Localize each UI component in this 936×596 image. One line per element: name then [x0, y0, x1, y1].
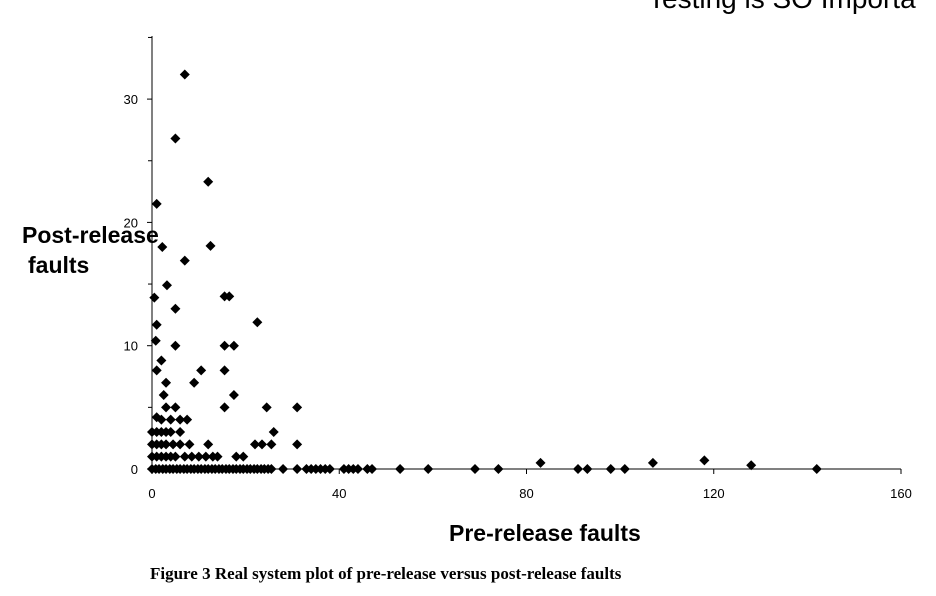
data-point [165, 427, 176, 438]
x-tick-label: 120 [703, 486, 725, 501]
figure-caption: Figure 3 Real system plot of pre-release… [150, 564, 622, 583]
y-axis-title-line-1: Post-release [22, 222, 159, 248]
data-point [151, 319, 162, 330]
cropped-header-text: Testing is SO Importa [648, 0, 916, 15]
data-point [151, 365, 162, 376]
data-point [699, 455, 710, 466]
data-point [168, 439, 179, 450]
data-point [266, 464, 277, 474]
data-point [170, 340, 181, 351]
data-point [161, 402, 172, 413]
data-point [170, 133, 181, 144]
data-point [292, 402, 303, 413]
data-point [175, 439, 186, 450]
data-point [157, 242, 168, 253]
data-point [186, 451, 197, 462]
data-point [249, 439, 260, 450]
data-point [179, 255, 190, 266]
data-point [189, 377, 200, 388]
data-point [161, 439, 172, 450]
y-tick-label: 30 [124, 92, 138, 107]
data-point [156, 355, 167, 366]
data-point [175, 414, 186, 425]
data-point [582, 464, 593, 474]
data-point [196, 365, 207, 376]
data-point [200, 451, 211, 462]
data-point [219, 365, 230, 376]
data-point [395, 464, 406, 474]
data-point [268, 427, 279, 438]
data-point [352, 464, 363, 474]
data-point [161, 377, 172, 388]
data-point [150, 335, 161, 346]
x-axis-title: Pre-release faults [449, 520, 641, 546]
data-point [278, 464, 289, 474]
data-point [184, 439, 195, 450]
x-tick-label: 160 [890, 486, 912, 501]
data-point [231, 451, 242, 462]
x-tick-label: 40 [332, 486, 346, 501]
data-point [161, 280, 172, 291]
data-point [811, 464, 822, 474]
data-point [182, 414, 193, 425]
data-point [170, 451, 181, 462]
data-point [292, 439, 303, 450]
data-point [572, 464, 583, 474]
data-point [535, 457, 546, 468]
data-point [493, 464, 504, 474]
y-tick-label: 20 [124, 215, 138, 230]
data-point [252, 317, 263, 328]
y-tick-label: 10 [124, 339, 138, 354]
data-point [179, 451, 190, 462]
data-point [228, 390, 239, 401]
data-point [605, 464, 616, 474]
data-point [219, 402, 230, 413]
data-point [179, 69, 190, 80]
data-point [470, 464, 481, 474]
y-tick-label: 0 [131, 462, 138, 477]
data-point [257, 439, 268, 450]
data-point [619, 464, 630, 474]
data-point [266, 439, 277, 450]
data-point [165, 414, 176, 425]
data-point [170, 402, 181, 413]
data-point [423, 464, 434, 474]
data-point [175, 427, 186, 438]
data-point [203, 439, 214, 450]
data-point [219, 340, 230, 351]
data-point [149, 292, 160, 303]
data-point [647, 457, 658, 468]
data-point [367, 464, 378, 474]
data-point [238, 451, 249, 462]
axes [151, 36, 901, 470]
data-point [170, 303, 181, 314]
y-axis-title-line-2: faults [28, 252, 90, 278]
data-point [261, 402, 272, 413]
data-point [158, 390, 169, 401]
data-point [156, 414, 167, 425]
data-point [212, 451, 223, 462]
data-point [324, 464, 335, 474]
data-point [292, 464, 303, 474]
ticks: 0 10 20 30 0 40 80 120 160 [124, 36, 912, 501]
data-point [746, 460, 757, 471]
data-point [224, 291, 235, 302]
data-point [205, 240, 216, 251]
x-tick-label: 0 [148, 486, 155, 501]
data-point [193, 451, 204, 462]
x-tick-label: 80 [519, 486, 533, 501]
data-point [151, 198, 162, 209]
data-point [228, 340, 239, 351]
data-points [147, 69, 822, 474]
data-point [203, 176, 214, 187]
